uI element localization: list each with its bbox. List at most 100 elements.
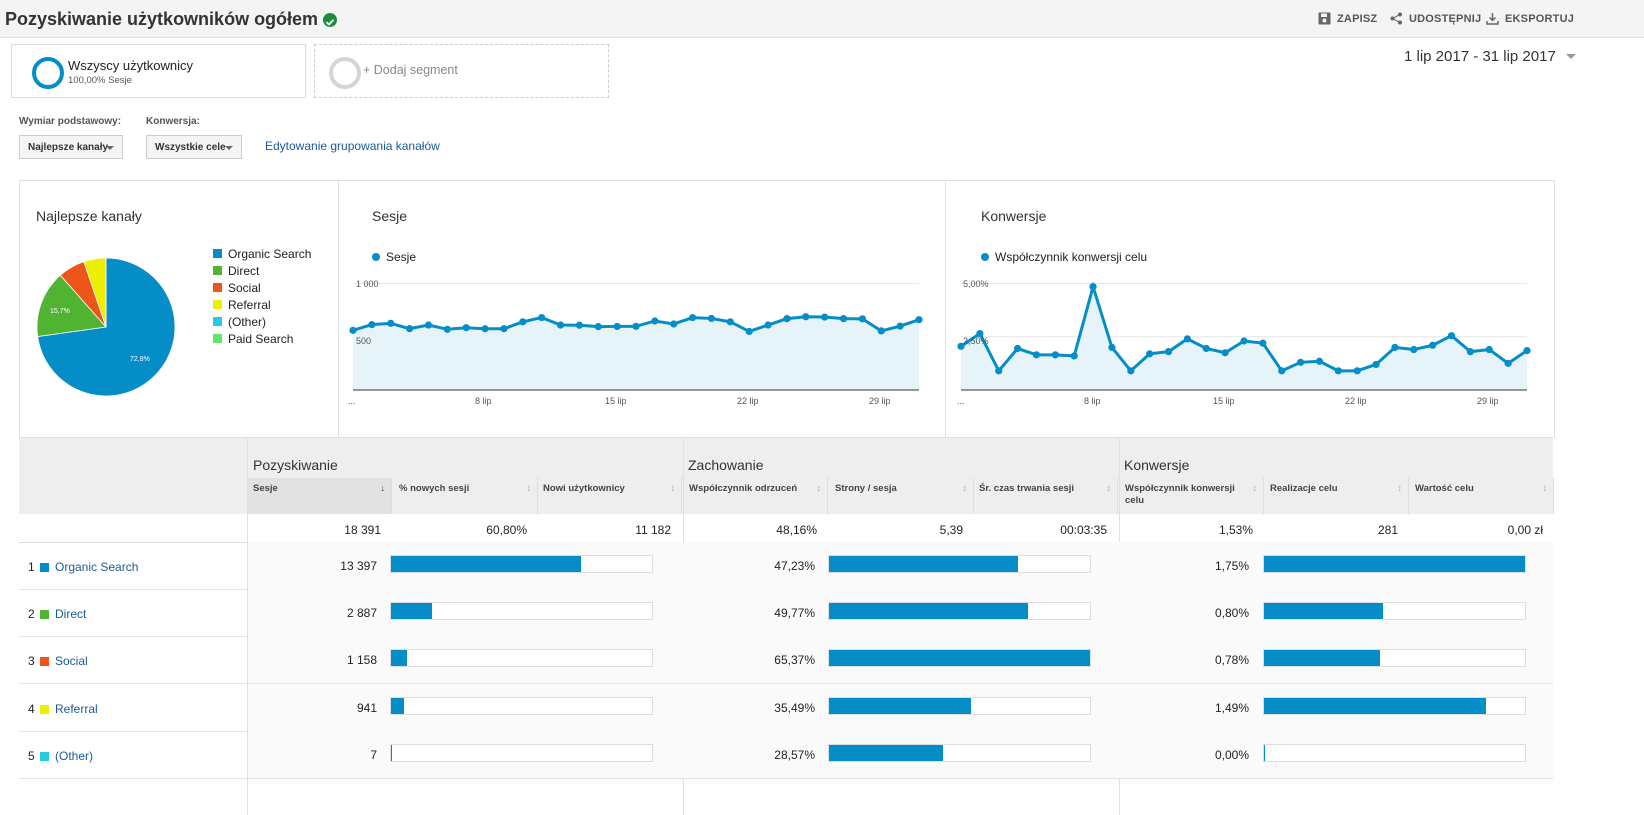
data-point[interactable]: [1014, 344, 1022, 353]
data-point[interactable]: [1183, 335, 1191, 343]
data-point[interactable]: [670, 320, 678, 328]
data-point[interactable]: [1146, 350, 1154, 358]
share-button[interactable]: UDOSTĘPNIJ: [1390, 12, 1481, 25]
data-point[interactable]: [783, 315, 791, 323]
data-point[interactable]: [1504, 359, 1512, 367]
conversion-dropdown[interactable]: Wszystkie cele: [146, 135, 242, 159]
data-point[interactable]: [1089, 283, 1097, 291]
sort-icon[interactable]: ↕: [1397, 483, 1403, 493]
data-point[interactable]: [594, 323, 602, 331]
data-point[interactable]: [1372, 360, 1380, 369]
pie-slice-direct[interactable]: [36, 274, 107, 337]
data-point[interactable]: [1051, 351, 1059, 359]
channel-link[interactable]: (Other): [55, 749, 94, 763]
data-point[interactable]: [462, 324, 470, 332]
data-point[interactable]: [1523, 346, 1531, 355]
column-header[interactable]: Sesje ↓: [248, 478, 392, 514]
segment-all-users[interactable]: Wszyscy użytkownicy 100,00% Sesje: [11, 44, 306, 98]
data-point[interactable]: [1070, 352, 1078, 360]
column-header[interactable]: Śr. czas trwania sesji ↕: [974, 478, 1118, 514]
data-point[interactable]: [877, 327, 885, 335]
data-point[interactable]: [1485, 345, 1493, 354]
data-point[interactable]: [1353, 367, 1361, 375]
data-point[interactable]: [406, 325, 414, 333]
data-point[interactable]: [1315, 357, 1324, 365]
data-point[interactable]: [821, 313, 829, 321]
data-point[interactable]: [745, 327, 753, 336]
sort-icon[interactable]: ↕: [1106, 483, 1112, 493]
sort-icon[interactable]: ↕: [1252, 483, 1258, 493]
bounce-rate-bar: [828, 744, 1091, 762]
primary-dimension-dropdown[interactable]: Najlepsze kanały: [19, 135, 123, 159]
add-segment-button[interactable]: + Dodaj segment: [314, 44, 609, 98]
data-point[interactable]: [632, 322, 640, 330]
data-point[interactable]: [1410, 345, 1418, 354]
sort-icon[interactable]: ↕: [670, 483, 676, 493]
sort-icon[interactable]: ↕: [1542, 483, 1548, 493]
data-point[interactable]: [1429, 341, 1437, 349]
column-header[interactable]: Współczynnik konwersji celu ↕: [1120, 478, 1264, 514]
column-header[interactable]: Wartość celu ↕: [1410, 478, 1554, 514]
channel-link[interactable]: Social: [55, 654, 88, 668]
column-header[interactable]: Współczynnik odrzuceń ↕: [684, 478, 828, 514]
data-point[interactable]: [368, 321, 376, 329]
data-point[interactable]: [1164, 348, 1173, 356]
column-header[interactable]: Strony / sesja ↕: [830, 478, 974, 514]
data-point[interactable]: [1391, 343, 1399, 351]
data-point[interactable]: [481, 325, 489, 333]
data-point[interactable]: [1447, 332, 1456, 340]
channel-link[interactable]: Organic Search: [55, 560, 139, 574]
data-point[interactable]: [1466, 348, 1474, 356]
data-point[interactable]: [538, 313, 546, 322]
data-point[interactable]: [519, 318, 527, 326]
column-header[interactable]: % nowych sesji ↕: [394, 478, 538, 514]
channel-link[interactable]: Direct: [55, 607, 87, 621]
edit-channel-grouping-link[interactable]: Edytowanie grupowania kanałów: [265, 139, 440, 153]
data-point[interactable]: [387, 319, 395, 327]
data-point[interactable]: [1032, 351, 1041, 359]
export-button[interactable]: EKSPORTUJ: [1486, 12, 1574, 25]
column-header[interactable]: Nowi użytkownicy ↕: [538, 478, 682, 514]
data-point[interactable]: [802, 313, 810, 321]
data-point[interactable]: [896, 322, 904, 330]
data-point[interactable]: [957, 342, 965, 350]
data-point[interactable]: [764, 321, 772, 329]
conversion-label: Konwersja:: [146, 116, 200, 127]
data-point[interactable]: [1202, 344, 1210, 353]
sort-icon[interactable]: ↕: [816, 483, 822, 493]
sort-icon[interactable]: ↕: [526, 483, 532, 493]
column-header[interactable]: Realizacje celu ↕: [1265, 478, 1409, 514]
save-button[interactable]: ZAPISZ: [1318, 12, 1377, 25]
date-range-selector[interactable]: 1 lip 2017 - 31 lip 2017: [1404, 48, 1576, 65]
sort-icon[interactable]: ↓: [380, 483, 386, 493]
data-point[interactable]: [1278, 367, 1286, 375]
data-point[interactable]: [839, 315, 848, 323]
data-point[interactable]: [976, 329, 984, 338]
conversion-rate-bar: [1263, 744, 1526, 762]
data-point[interactable]: [1297, 358, 1305, 366]
data-point[interactable]: [424, 321, 433, 329]
table-row: [19, 636, 1553, 684]
data-point[interactable]: [575, 321, 583, 329]
sort-icon[interactable]: ↕: [962, 483, 968, 493]
data-point[interactable]: [689, 313, 697, 322]
data-point[interactable]: [726, 318, 734, 326]
data-point[interactable]: [1108, 343, 1116, 351]
data-point[interactable]: [1334, 367, 1342, 375]
data-point[interactable]: [707, 314, 716, 323]
chevron-down-icon: [225, 146, 233, 150]
data-point[interactable]: [1259, 339, 1267, 347]
data-point[interactable]: [556, 321, 565, 329]
data-point[interactable]: [915, 316, 923, 324]
data-point[interactable]: [613, 322, 621, 331]
channel-link[interactable]: Referral: [55, 702, 98, 716]
data-point[interactable]: [1127, 367, 1135, 375]
data-point[interactable]: [349, 326, 357, 334]
data-point[interactable]: [858, 315, 867, 323]
data-point[interactable]: [500, 325, 508, 333]
data-point[interactable]: [651, 317, 659, 325]
data-point[interactable]: [995, 367, 1003, 375]
data-point[interactable]: [443, 325, 451, 333]
data-point[interactable]: [1240, 337, 1248, 345]
data-point[interactable]: [1221, 349, 1229, 357]
